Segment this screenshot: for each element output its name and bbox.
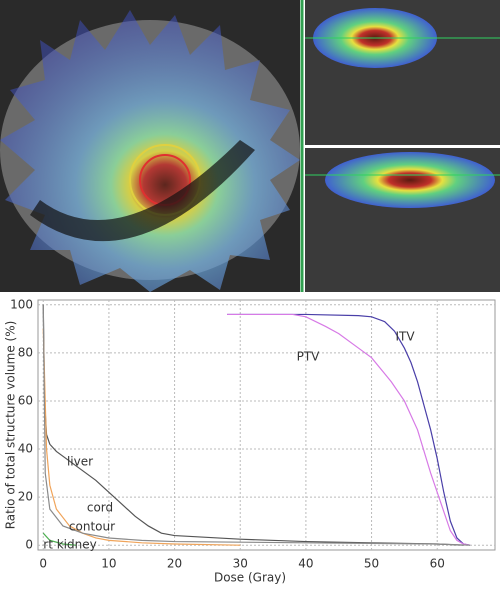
curve-label: PTV: [297, 350, 321, 364]
curve-label: cord: [87, 501, 113, 515]
dvh-curve: [227, 313, 471, 546]
x-tick-label: 60: [430, 557, 445, 571]
coronal-dose: [325, 152, 495, 208]
curve-label: liver: [67, 455, 93, 469]
y-axis-title: Ratio of total structure volume (%): [4, 321, 18, 530]
x-tick-label: 10: [101, 557, 116, 571]
x-tick-label: 40: [298, 557, 313, 571]
dvh-curve: [42, 328, 241, 546]
y-tick-label: 40: [18, 442, 33, 456]
dvh-curve: [42, 304, 471, 546]
x-axis-title: Dose (Gray): [214, 571, 286, 585]
curve-label: ITV: [395, 330, 415, 344]
curve-label: contour: [69, 520, 115, 534]
y-tick-label: 80: [18, 345, 33, 359]
dvh-curve: [227, 313, 471, 546]
x-tick-label: 30: [233, 557, 248, 571]
dvh-curve: [42, 304, 464, 546]
y-tick-label: 0: [25, 538, 33, 552]
ct-images: [0, 0, 500, 292]
x-tick-label: 50: [364, 557, 379, 571]
y-tick-label: 20: [18, 490, 33, 504]
plot-frame: [37, 299, 496, 551]
dvh-curve: [42, 532, 77, 546]
x-tick-label: 0: [39, 557, 47, 571]
lung-edge: [30, 140, 255, 242]
y-tick-label: 100: [10, 297, 33, 311]
y-tick-label: 60: [18, 393, 33, 407]
x-tick-label: 20: [167, 557, 182, 571]
curve-label: rt kidney: [43, 538, 96, 552]
